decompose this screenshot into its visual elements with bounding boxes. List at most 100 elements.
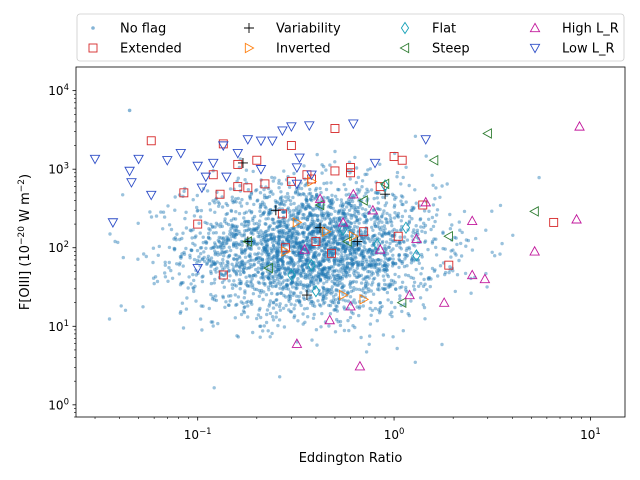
data-point-no-flag: [341, 272, 346, 276]
data-point-no-flag: [268, 224, 272, 228]
data-point-no-flag: [278, 258, 282, 262]
data-point-no-flag: [259, 315, 263, 320]
data-point-no-flag: [295, 283, 300, 287]
data-point-no-flag: [386, 263, 390, 267]
data-point-no-flag: [389, 216, 393, 220]
data-point-no-flag: [271, 243, 276, 248]
data-point-no-flag: [443, 247, 447, 251]
data-point-no-flag: [331, 265, 335, 269]
data-point-no-flag: [306, 244, 310, 249]
data-point-no-flag: [299, 291, 303, 295]
data-point-no-flag: [441, 231, 445, 235]
data-point-no-flag: [410, 258, 414, 262]
data-point-no-flag: [282, 270, 287, 274]
data-point-no-flag: [302, 232, 306, 236]
data-point-no-flag: [231, 200, 235, 205]
data-point-no-flag: [275, 247, 279, 251]
data-point-no-flag: [423, 223, 428, 228]
data-point-no-flag: [451, 269, 455, 273]
data-point-no-flag: [228, 299, 232, 303]
data-point-no-flag: [343, 274, 348, 278]
data-point-no-flag: [239, 262, 244, 267]
data-point-no-flag: [301, 322, 305, 326]
data-point-no-flag: [349, 310, 354, 314]
data-point-no-flag: [265, 249, 269, 253]
data-point-no-flag: [256, 260, 260, 265]
data-point-no-flag: [286, 234, 290, 239]
data-point-no-flag: [348, 285, 353, 289]
data-point-no-flag: [253, 287, 257, 291]
data-point-no-flag: [321, 297, 325, 301]
data-point-no-flag: [391, 282, 395, 287]
data-point-no-flag: [277, 201, 281, 206]
data-point-no-flag: [433, 197, 437, 201]
data-point-no-flag: [232, 279, 236, 283]
data-point-no-flag: [387, 284, 391, 288]
data-point-no-flag: [325, 235, 329, 239]
data-point-no-flag: [243, 249, 247, 253]
data-point-no-flag: [323, 276, 327, 280]
data-point-no-flag: [261, 297, 265, 302]
data-point-no-flag: [390, 239, 395, 243]
data-point-no-flag: [355, 218, 359, 223]
data-point-no-flag: [341, 209, 345, 214]
data-point-no-flag: [237, 281, 241, 286]
data-point-no-flag: [280, 281, 285, 285]
data-point-no-flag: [233, 316, 237, 320]
data-point-no-flag: [221, 273, 225, 277]
data-point-no-flag: [405, 246, 409, 250]
data-point-no-flag: [192, 286, 196, 291]
data-point-no-flag: [151, 246, 156, 250]
data-point-no-flag: [334, 259, 339, 263]
data-point-no-flag: [240, 263, 245, 267]
data-point-no-flag: [257, 308, 261, 312]
data-point-no-flag: [352, 286, 356, 290]
data-point-no-flag: [323, 246, 327, 250]
data-point-no-flag: [275, 220, 280, 224]
data-point-no-flag: [305, 218, 310, 222]
data-point-no-flag: [226, 222, 231, 227]
data-point-no-flag: [363, 255, 367, 259]
data-point-no-flag: [360, 179, 365, 183]
data-point-no-flag: [353, 260, 358, 264]
data-point-no-flag: [364, 265, 368, 269]
data-point-no-flag: [316, 281, 320, 285]
data-point-no-flag: [349, 221, 353, 225]
data-point-no-flag: [207, 227, 211, 231]
data-point-no-flag: [259, 276, 263, 280]
data-point-no-flag: [304, 195, 309, 199]
data-point-no-flag: [404, 165, 408, 169]
data-point-no-flag: [337, 230, 341, 235]
data-point-no-flag: [175, 262, 179, 266]
data-point-no-flag: [300, 202, 304, 206]
data-point-no-flag: [441, 230, 445, 234]
data-point-no-flag: [254, 274, 258, 278]
data-point-no-flag: [334, 228, 339, 232]
data-point-no-flag: [280, 231, 285, 235]
data-point-no-flag: [178, 261, 182, 265]
data-point-no-flag: [298, 243, 303, 247]
data-point-no-flag: [344, 215, 348, 220]
data-point-no-flag: [383, 286, 388, 291]
data-point-no-flag: [309, 280, 314, 284]
data-point-no-flag: [372, 196, 376, 201]
data-point-no-flag: [421, 284, 426, 288]
data-point-no-flag: [209, 292, 213, 297]
data-point-no-flag: [387, 231, 391, 235]
data-point-high-l-r: [354, 360, 366, 371]
data-point-no-flag: [420, 255, 424, 259]
data-point-no-flag: [490, 209, 494, 213]
data-point-no-flag: [315, 231, 320, 236]
data-point-no-flag: [279, 265, 283, 269]
data-point-no-flag: [244, 300, 249, 305]
data-point-no-flag: [385, 252, 390, 256]
data-point-no-flag: [376, 257, 380, 262]
data-point-no-flag: [234, 253, 239, 257]
data-point-no-flag: [395, 229, 399, 233]
data-point-no-flag: [388, 284, 393, 288]
data-point-no-flag: [463, 271, 468, 276]
data-point-no-flag: [285, 237, 290, 241]
data-point-no-flag: [263, 240, 267, 244]
data-point-no-flag: [221, 257, 225, 262]
